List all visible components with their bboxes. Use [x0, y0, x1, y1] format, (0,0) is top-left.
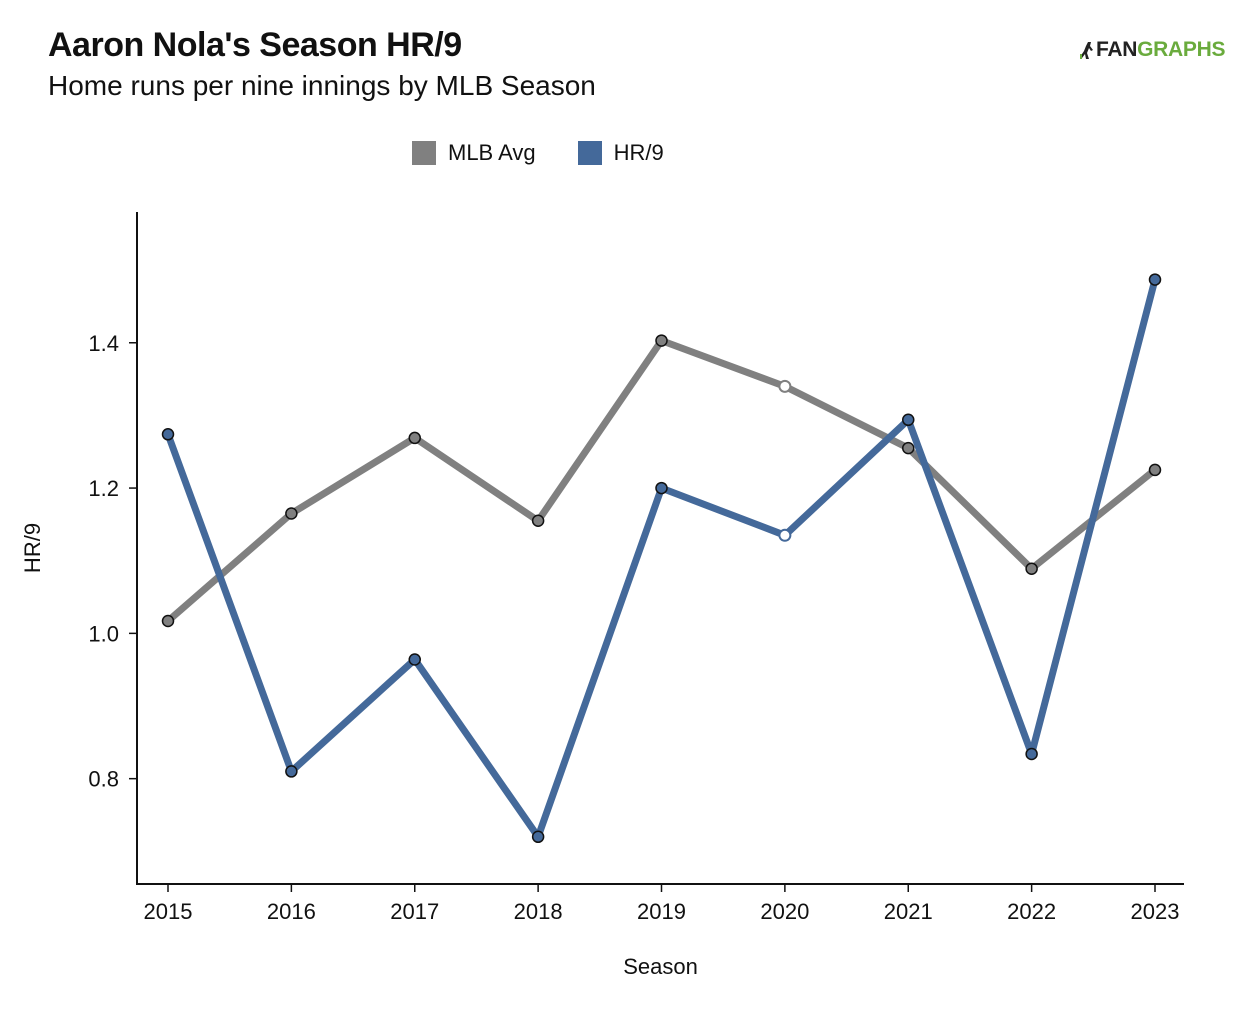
- data-point-mlb-avg[interactable]: [902, 441, 915, 455]
- data-point-mlb-avg[interactable]: [1148, 463, 1162, 477]
- x-axis-title: Season: [623, 954, 698, 979]
- y-tick-label: 1.4: [88, 331, 119, 356]
- data-point-mlb-avg[interactable]: [778, 379, 792, 393]
- x-tick-label: 2023: [1131, 899, 1180, 924]
- data-point-hr9[interactable]: [408, 653, 421, 666]
- data-point-mlb-avg[interactable]: [285, 507, 298, 520]
- data-point-mlb-avg[interactable]: [161, 614, 175, 628]
- legend-item-mlb-avg[interactable]: MLB Avg: [412, 140, 536, 166]
- fangraphs-logo: FAN GRAPHS: [1080, 38, 1225, 62]
- data-point-hr9[interactable]: [161, 428, 175, 441]
- x-tick-label: 2018: [514, 899, 563, 924]
- data-point-mlb-avg[interactable]: [531, 514, 545, 528]
- legend-swatch-hr9: [577, 141, 602, 165]
- x-tick-label: 2022: [1007, 899, 1056, 924]
- data-point-hr9[interactable]: [902, 413, 915, 427]
- data-point-hr9[interactable]: [655, 481, 668, 495]
- legend-label-mlb-avg: MLB Avg: [448, 140, 536, 165]
- x-tick-label: 2020: [760, 899, 809, 924]
- y-axis-title: HR/9: [20, 523, 45, 573]
- data-point-mlb-avg[interactable]: [1025, 562, 1038, 575]
- runner-icon: [1080, 42, 1093, 59]
- logo-text-fan: FAN: [1096, 38, 1138, 61]
- y-tick-label: 1.0: [88, 621, 119, 646]
- legend-label-hr9: HR/9: [613, 140, 664, 165]
- chart-subtitle: Home runs per nine innings by MLB Season: [48, 70, 596, 101]
- data-point-hr9[interactable]: [1148, 273, 1162, 286]
- data-point-hr9[interactable]: [778, 528, 792, 542]
- logo-text-graphs: GRAPHS: [1137, 38, 1226, 61]
- data-point-mlb-avg[interactable]: [408, 431, 421, 445]
- y-tick-label: 1.2: [88, 476, 119, 501]
- chart-title: Aaron Nola's Season HR/9: [48, 26, 462, 64]
- series-lines: [164, 276, 1159, 841]
- y-tick-label: 0.8: [88, 767, 119, 792]
- x-tick-label: 2017: [390, 899, 439, 924]
- series-points: [161, 273, 1162, 844]
- x-tick-label: 2015: [144, 899, 193, 924]
- legend-item-hr9[interactable]: HR/9: [577, 140, 664, 166]
- legend: MLB Avg HR/9: [412, 140, 706, 166]
- axes: 2015 2016 2017 2018 2019 2020 2021 2022 2023 0.8 1…: [88, 212, 1184, 924]
- series-line-hr9: [164, 276, 1159, 841]
- series-line-mlb-avg: [164, 337, 1159, 625]
- x-tick-label: 2019: [637, 899, 686, 924]
- x-tick-label: 2021: [884, 899, 933, 924]
- data-point-hr9[interactable]: [1025, 747, 1038, 761]
- data-point-hr9[interactable]: [285, 765, 298, 778]
- legend-swatch-mlb-avg: [412, 141, 436, 165]
- data-point-hr9[interactable]: [531, 830, 545, 844]
- data-point-mlb-avg[interactable]: [655, 334, 668, 347]
- x-tick-label: 2016: [267, 899, 316, 924]
